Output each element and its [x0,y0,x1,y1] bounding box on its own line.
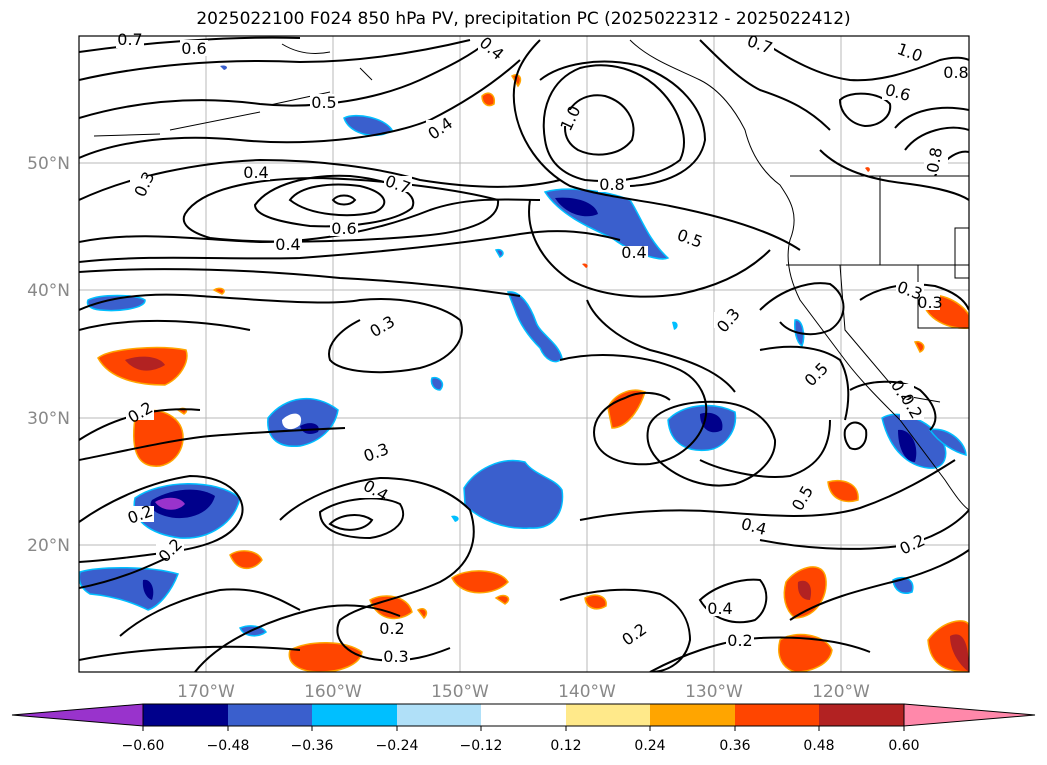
map-area [79,36,969,672]
colorbar-bin [650,704,735,726]
map-border [78,35,970,673]
contour-label: 0.2 [727,631,752,650]
colorbar-extend-low [11,703,144,727]
lon-label-130w: 130°W [685,682,743,702]
pv-contours [79,36,969,672]
latitude-labels: 50°N 40°N 30°N 20°N [27,154,70,556]
colorbar-tick-label: 0.60 [888,738,919,754]
precip-negative-shading [79,65,967,637]
contour-label: 0.8 [923,146,946,174]
lat-label-30n: 30°N [27,409,70,429]
contour-label: 0.4 [275,235,300,254]
contour-label: 0.4 [243,163,268,182]
colorbar-tick-label: −0.24 [376,738,419,754]
colorbar-bin [481,704,566,726]
colorbar-bin [566,704,650,726]
colorbar: −0.60 −0.48 −0.36 −0.24 −0.12 0.12 0.24 … [11,703,1036,754]
contour-label: 0.3 [917,293,942,312]
lat-label-20n: 20°N [27,536,70,556]
lon-label-120w: 120°W [812,682,870,702]
contour-label: 0.2 [379,619,404,638]
chart-title: 2025022100 F024 850 hPa PV, precipitatio… [196,9,851,29]
colorbar-bin [312,704,397,726]
contour-label: 0.8 [943,63,968,82]
colorbar-bin [819,704,904,726]
contour-label: 0.5 [311,93,336,112]
contour-label: 0.4 [621,243,646,262]
contour-label: 0.7 [117,30,142,49]
colorbar-extend-high [903,703,1036,727]
contour-label: 0.3 [383,647,408,666]
colorbar-bin [143,704,228,726]
longitude-labels: 170°W 160°W 150°W 140°W 130°W 120°W [177,682,870,702]
colorbar-tick-label: 0.12 [550,738,581,754]
colorbar-tick-label: 0.24 [634,738,665,754]
lat-label-40n: 40°N [27,281,70,301]
colorbar-bin [397,704,481,726]
contour-label: 0.6 [331,219,356,238]
contour-label: 0.4 [707,599,732,618]
colorbar-tick-label: 0.36 [719,738,750,754]
colorbar-bin [228,704,312,726]
lon-label-170w: 170°W [177,682,235,702]
colorbar-tick-label: −0.36 [291,738,334,754]
lon-label-160w: 160°W [304,682,362,702]
colorbar-tick-label: 0.48 [803,738,834,754]
lon-label-140w: 140°W [558,682,616,702]
lon-label-150w: 150°W [431,682,489,702]
colorbar-bin [735,704,819,726]
contour-label: 0.6 [181,39,206,58]
colorbar-tick-label: −0.48 [207,738,250,754]
lat-label-50n: 50°N [27,154,70,174]
colorbar-tick-label: −0.60 [122,738,165,754]
colorbar-tick-label: −0.12 [460,738,503,754]
contour-label: 0.8 [599,175,624,194]
